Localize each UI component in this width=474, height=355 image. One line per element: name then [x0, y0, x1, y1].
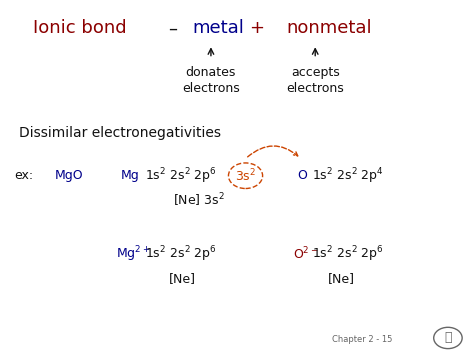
Text: [Ne]: [Ne] [328, 272, 355, 285]
Text: Dissimilar electronegativities: Dissimilar electronegativities [19, 126, 221, 140]
Text: 1s$^2$ 2s$^2$ 2p$^6$: 1s$^2$ 2s$^2$ 2p$^6$ [145, 244, 217, 264]
Text: 1s$^2$ 2s$^2$ 2p$^6$: 1s$^2$ 2s$^2$ 2p$^6$ [145, 166, 217, 186]
Text: +: + [249, 20, 264, 37]
Text: Ⓦ: Ⓦ [444, 332, 452, 344]
Text: 1s$^2$ 2s$^2$ 2p$^4$: 1s$^2$ 2s$^2$ 2p$^4$ [312, 166, 384, 186]
Text: 3s$^2$: 3s$^2$ [235, 168, 256, 184]
Text: metal: metal [192, 20, 244, 37]
Text: MgO: MgO [55, 169, 83, 182]
Text: Chapter 2 - 15: Chapter 2 - 15 [332, 334, 392, 344]
Text: Mg$^{2+}$: Mg$^{2+}$ [116, 244, 151, 264]
Text: 1s$^2$ 2s$^2$ 2p$^6$: 1s$^2$ 2s$^2$ 2p$^6$ [312, 244, 384, 264]
Text: Ionic bond: Ionic bond [33, 20, 127, 37]
Text: donates
electrons: donates electrons [182, 66, 240, 95]
Text: O: O [298, 169, 308, 182]
Text: Mg: Mg [121, 169, 140, 182]
Text: [Ne]: [Ne] [169, 272, 196, 285]
Text: ex:: ex: [14, 169, 33, 182]
Text: –: – [168, 20, 177, 37]
FancyArrowPatch shape [247, 146, 298, 157]
Text: O$^{2-}$: O$^{2-}$ [293, 246, 319, 262]
Text: [Ne] 3s$^2$: [Ne] 3s$^2$ [173, 192, 225, 209]
Text: nonmetal: nonmetal [287, 20, 373, 37]
Text: accepts
electrons: accepts electrons [286, 66, 344, 95]
